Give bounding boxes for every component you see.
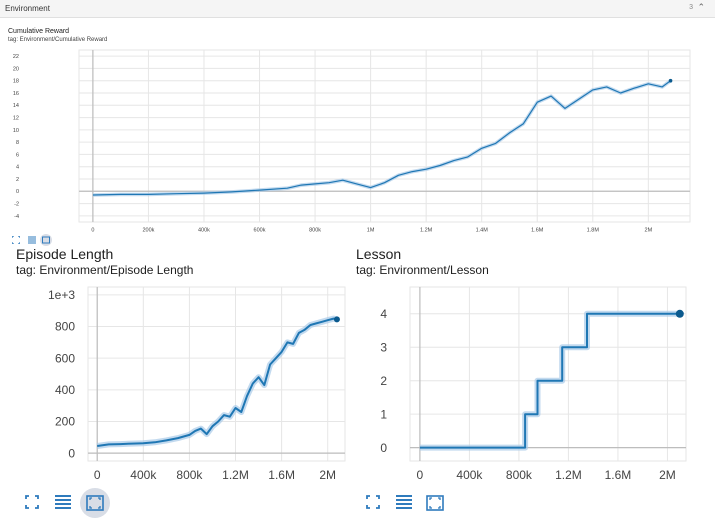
x-tick-label: 2M (645, 228, 653, 234)
y-tick-label: 1e+3 (48, 288, 75, 302)
chevron-up-icon[interactable]: ⌃ (697, 2, 705, 12)
y-tick-label: -4 (14, 214, 19, 220)
x-tick-label: 1.2M (420, 228, 433, 234)
y-tick-label: 4 (380, 307, 387, 321)
y-tick-label: -2 (14, 201, 19, 207)
card-tag: tag: Environment/Cumulative Reward (8, 37, 108, 43)
x-tick-label: 1.6M (531, 228, 544, 234)
x-tick-label: 0 (94, 468, 101, 482)
x-tick-label: 800k (309, 228, 321, 234)
plot-frame (409, 286, 687, 462)
y-tick-label: 14 (13, 103, 19, 109)
y-tick-label: 800 (55, 320, 75, 334)
x-tick-label: 800k (176, 468, 203, 482)
list-icon[interactable] (54, 493, 72, 511)
y-tick-label: 3 (380, 340, 387, 354)
group-title: Environment (5, 4, 50, 13)
expand-icon[interactable] (424, 493, 446, 513)
x-tick-label: 800k (506, 468, 533, 482)
card-title: Episode Length (16, 246, 114, 262)
expand-icon[interactable] (40, 234, 52, 246)
y-tick-label: 600 (55, 351, 75, 365)
y-tick-label: 10 (13, 128, 19, 134)
y-tick-label: 6 (16, 152, 19, 158)
plot-frame (87, 286, 346, 462)
series-last-point (668, 78, 673, 83)
x-tick-label: 1.4M (476, 228, 489, 234)
x-tick-label: 0 (417, 468, 424, 482)
group-header[interactable]: Environment 3 ⌃ (0, 0, 715, 18)
y-tick-label: 2 (16, 177, 19, 183)
y-tick-label: 22 (13, 54, 19, 60)
x-tick-label: 1.6M (268, 468, 295, 482)
expand-icon[interactable] (80, 488, 110, 518)
lesson-chart[interactable]: 4 3 2 1 0 0 400k 800k 1.2M 1.6M 2M (355, 281, 710, 491)
x-tick-label: 400k (456, 468, 483, 482)
y-tick-label: 12 (13, 115, 19, 121)
y-tick-label: 200 (55, 415, 75, 429)
y-tick-label: 1 (380, 407, 387, 421)
series-line (92, 80, 671, 196)
series-last-point (675, 309, 684, 318)
series-last-point (333, 316, 340, 323)
x-tick-label: 2M (659, 468, 676, 482)
fit-screen-icon[interactable] (23, 493, 41, 511)
y-tick-label: 2 (380, 374, 387, 388)
x-tick-label: 200k (142, 228, 154, 234)
x-tick-label: 400k (198, 228, 210, 234)
card-tag: tag: Environment/Episode Length (16, 263, 194, 277)
y-tick-label: 0 (380, 441, 387, 455)
series-band (92, 79, 672, 197)
card-title: Cumulative Reward (8, 28, 70, 35)
list-icon[interactable] (395, 493, 413, 511)
series-line (97, 317, 338, 447)
x-tick-label: 400k (130, 468, 157, 482)
fit-screen-icon[interactable] (11, 235, 21, 245)
card-tag: tag: Environment/Lesson (356, 263, 489, 277)
episode-length-chart[interactable]: 1e+3 800 600 400 200 0 0 400k 800k 1.2M 1.6M 2M (0, 281, 355, 491)
y-tick-label: 0 (68, 446, 75, 460)
x-tick-label: 600k (254, 228, 266, 234)
y-tick-label: 4 (16, 165, 19, 171)
y-tick-label: 0 (16, 189, 19, 195)
x-tick-label: 1.6M (605, 468, 632, 482)
y-tick-label: 20 (13, 66, 19, 72)
x-tick-label: 1.2M (555, 468, 582, 482)
x-tick-label: 2M (319, 468, 336, 482)
x-tick-label: 1M (367, 228, 375, 234)
y-tick-label: 400 (55, 383, 75, 397)
card-cumulative-reward: Cumulative Reward tag: Environment/Cumul… (0, 18, 715, 243)
x-tick-label: 1.8M (587, 228, 600, 234)
series-band (96, 315, 338, 449)
x-tick-label: 1.2M (222, 468, 249, 482)
x-tick-label: 0 (91, 228, 94, 234)
y-tick-label: 18 (13, 79, 19, 85)
series-line (419, 312, 680, 449)
y-tick-label: 8 (16, 140, 19, 146)
y-tick-label: 16 (13, 91, 19, 97)
chart-count: 3 (689, 4, 693, 11)
card-title: Lesson (356, 246, 402, 262)
plot-frame (78, 49, 691, 223)
list-icon[interactable] (27, 235, 37, 245)
fit-screen-icon[interactable] (364, 493, 382, 511)
